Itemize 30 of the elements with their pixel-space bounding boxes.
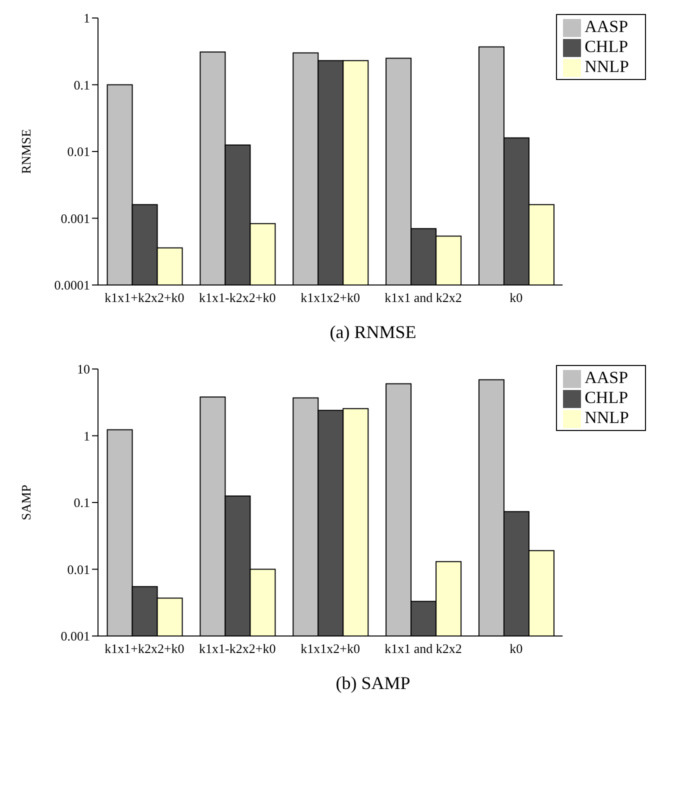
- y-tick-label: 1: [84, 10, 90, 26]
- y-tick-label: 0.1: [74, 77, 90, 92]
- x-tick-label: k1x1+k2x2+k0: [104, 290, 184, 306]
- y-tick-label: 0.01: [67, 562, 90, 577]
- x-tick-label: k0: [510, 290, 523, 306]
- x-tick-label: k1x1-k2x2+k0: [199, 641, 276, 656]
- y-tick-label: 1: [84, 428, 90, 444]
- y-tick-label: 0.01: [67, 144, 90, 160]
- x-tick-label: k1x1 and k2x2: [384, 641, 462, 656]
- legend-label: CHLP: [584, 37, 628, 56]
- legend-label: NNLP: [584, 408, 629, 428]
- y-tick-label: 0.001: [60, 628, 90, 644]
- x-tick-label: k0: [510, 641, 523, 656]
- y-tick-label: 0.001: [60, 210, 90, 226]
- text: (b) SAMP: [334, 673, 412, 694]
- y-tick-label: 0.0001: [54, 278, 90, 293]
- y-axis-title: SAMP: [18, 484, 34, 520]
- x-tick-label: k1x1 and k2x2: [384, 290, 462, 306]
- legend-label: AASP: [584, 17, 628, 36]
- text: (a) RNMSE: [328, 322, 418, 343]
- x-tick-label: k1x1-k2x2+k0: [199, 290, 276, 306]
- legend-label: AASP: [584, 368, 628, 387]
- x-tick-label: k1x1x2+k0: [300, 290, 360, 306]
- x-tick-label: k1x1x2+k0: [300, 641, 360, 656]
- x-tick-label: k1x1+k2x2+k0: [104, 641, 184, 656]
- y-axis-title: RNMSE: [18, 129, 34, 174]
- y-tick-label: 0.1: [74, 495, 90, 510]
- legend-label: NNLP: [584, 57, 629, 76]
- y-tick-label: 10: [77, 362, 90, 377]
- legend-label: CHLP: [584, 388, 628, 408]
